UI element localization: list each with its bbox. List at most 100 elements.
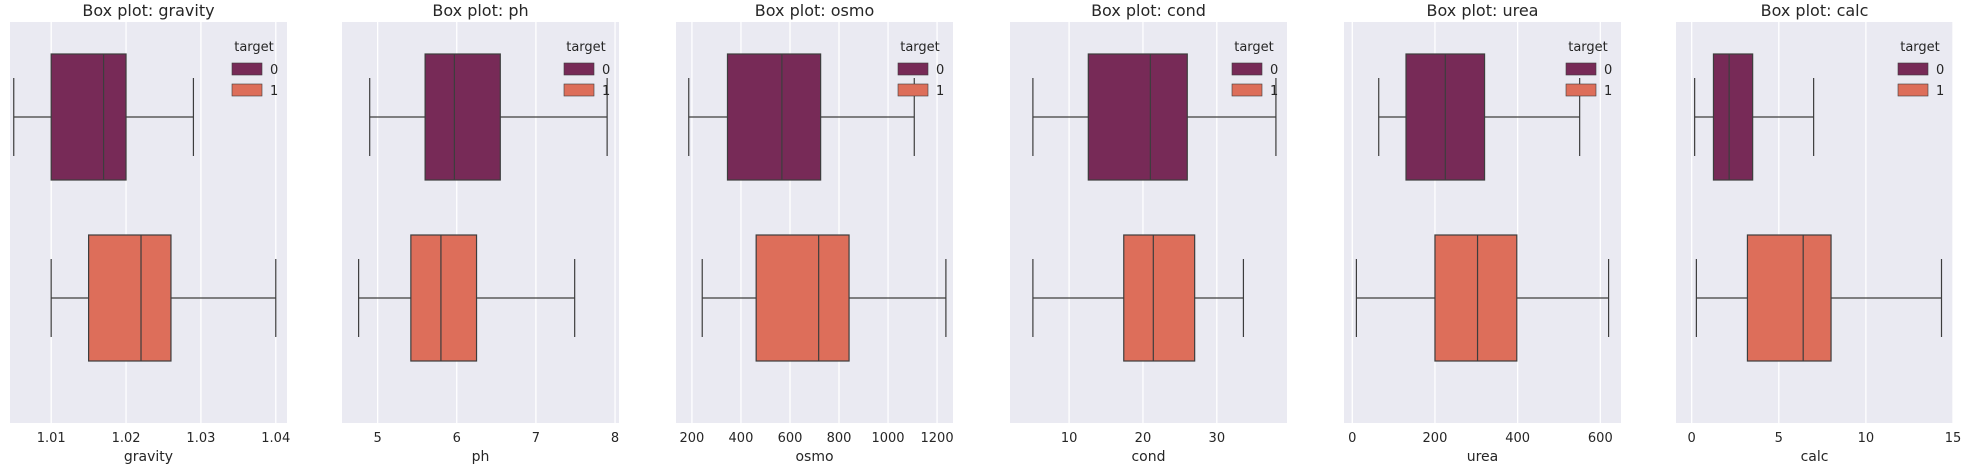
box-iqr <box>88 234 172 362</box>
legend: target 0 1 <box>1897 40 1944 99</box>
x-axis-label: gravity <box>124 449 173 465</box>
legend-label: 1 <box>1604 84 1612 99</box>
legend-label: 0 <box>1936 63 1944 78</box>
box-iqr <box>1712 53 1754 181</box>
legend-swatch-1 <box>897 83 929 97</box>
legend-title: target <box>1900 40 1940 55</box>
box-iqr <box>424 53 501 181</box>
x-tick-label: 5 <box>373 431 381 446</box>
legend-title: target <box>234 40 274 55</box>
legend-title: target <box>1568 40 1608 55</box>
x-axis-label: urea <box>1467 449 1499 465</box>
x-axis-label: ph <box>472 449 490 465</box>
legend: target 0 1 <box>1231 40 1278 99</box>
box-target-1 <box>1355 234 1610 362</box>
subplot-title: Box plot: ph <box>432 1 528 20</box>
box-target-1 <box>1695 234 1943 362</box>
box-target-1 <box>1032 234 1245 362</box>
legend-swatch-0 <box>897 62 929 76</box>
x-axis-label: osmo <box>795 449 833 465</box>
x-tick-label: 7 <box>532 431 540 446</box>
x-tick-label: 400 <box>1505 431 1530 446</box>
legend-label: 1 <box>1936 84 1944 99</box>
legend-swatch-1 <box>563 83 595 97</box>
legend-swatch-0 <box>1231 62 1263 76</box>
legend-label: 0 <box>1270 63 1278 78</box>
box-iqr <box>410 234 478 362</box>
subplot-cond: 10 20 30 Box plot: cond cond target 0 1 <box>1010 1 1287 465</box>
x-axis-label: cond <box>1131 449 1165 465</box>
box-target-0 <box>1694 53 1815 181</box>
box-iqr <box>755 234 850 362</box>
x-tick-label: 1200 <box>921 431 954 446</box>
x-tick-label: 8 <box>611 431 619 446</box>
x-tick-label: 1.02 <box>112 431 141 446</box>
legend-swatch-0 <box>563 62 595 76</box>
legend: target 0 1 <box>897 40 944 99</box>
box-target-1 <box>358 234 576 362</box>
box-target-0 <box>13 53 195 181</box>
legend-title: target <box>566 40 606 55</box>
legend-swatch-1 <box>1897 83 1929 97</box>
x-tick-label: 1.03 <box>186 431 215 446</box>
box-target-1 <box>701 234 947 362</box>
subplot-title: Box plot: calc <box>1761 1 1869 20</box>
subplot-calc: 0 5 10 15 Box plot: calc calc target 0 1 <box>1676 1 1961 465</box>
x-tick-label: 10 <box>1061 431 1078 446</box>
x-tick-label: 200 <box>680 431 705 446</box>
legend-label: 0 <box>936 63 944 78</box>
x-tick-label: 1.04 <box>261 431 290 446</box>
x-tick-label: 0 <box>1688 431 1696 446</box>
box-target-0 <box>1032 53 1277 181</box>
box-target-0 <box>688 53 915 181</box>
box-iqr <box>726 53 822 181</box>
legend-title: target <box>900 40 940 55</box>
box-iqr <box>1087 53 1188 181</box>
box-target-0 <box>369 53 608 181</box>
x-tick-label: 600 <box>1588 431 1613 446</box>
x-tick-label: 600 <box>778 431 803 446</box>
x-tick-label: 30 <box>1209 431 1226 446</box>
box-iqr <box>1434 234 1518 362</box>
legend-label: 1 <box>270 84 278 99</box>
x-axis-label: calc <box>1801 449 1829 465</box>
legend: target 0 1 <box>231 40 278 99</box>
subplot-ph: 5 6 7 8 Box plot: ph ph target 0 1 <box>342 1 619 465</box>
legend-swatch-0 <box>231 62 263 76</box>
box-iqr <box>50 53 127 181</box>
legend-swatch-1 <box>231 83 263 97</box>
legend: target 0 1 <box>563 40 610 99</box>
box-target-0 <box>1378 53 1581 181</box>
x-tick-label: 15 <box>1945 431 1962 446</box>
legend: target 0 1 <box>1565 40 1612 99</box>
subplot-gravity: 1.01 1.02 1.03 1.04 Box plot: gravity gravity… <box>10 1 290 465</box>
subplot-urea: 0 200 400 600 Box plot: urea urea target 0 1 <box>1344 1 1621 465</box>
legend-title: target <box>1234 40 1274 55</box>
legend-label: 0 <box>1604 63 1612 78</box>
subplot-osmo: 200 400 600 800 1000 1200 Box plot: osmo osmo ta… <box>676 1 954 465</box>
legend-label: 1 <box>1270 84 1278 99</box>
x-tick-label: 0 <box>1348 431 1356 446</box>
legend-swatch-1 <box>1231 83 1263 97</box>
legend-swatch-1 <box>1565 83 1597 97</box>
x-tick-label: 800 <box>827 431 852 446</box>
subplot-title: Box plot: osmo <box>755 1 874 20</box>
legend-label: 1 <box>936 84 944 99</box>
x-tick-label: 400 <box>729 431 754 446</box>
box-target-1 <box>50 234 277 362</box>
x-tick-label: 1000 <box>871 431 904 446</box>
x-tick-label: 20 <box>1135 431 1152 446</box>
legend-label: 0 <box>602 63 610 78</box>
x-tick-label: 10 <box>1858 431 1875 446</box>
x-tick-label: 5 <box>1775 431 1783 446</box>
legend-swatch-0 <box>1565 62 1597 76</box>
subplot-title: Box plot: urea <box>1427 1 1539 20</box>
x-tick-label: 1.01 <box>37 431 66 446</box>
legend-label: 1 <box>602 84 610 99</box>
subplot-title: Box plot: gravity <box>82 1 214 20</box>
subplot-title: Box plot: cond <box>1091 1 1206 20</box>
box-iqr <box>1746 234 1832 362</box>
legend-swatch-0 <box>1897 62 1929 76</box>
x-tick-label: 6 <box>453 431 461 446</box>
